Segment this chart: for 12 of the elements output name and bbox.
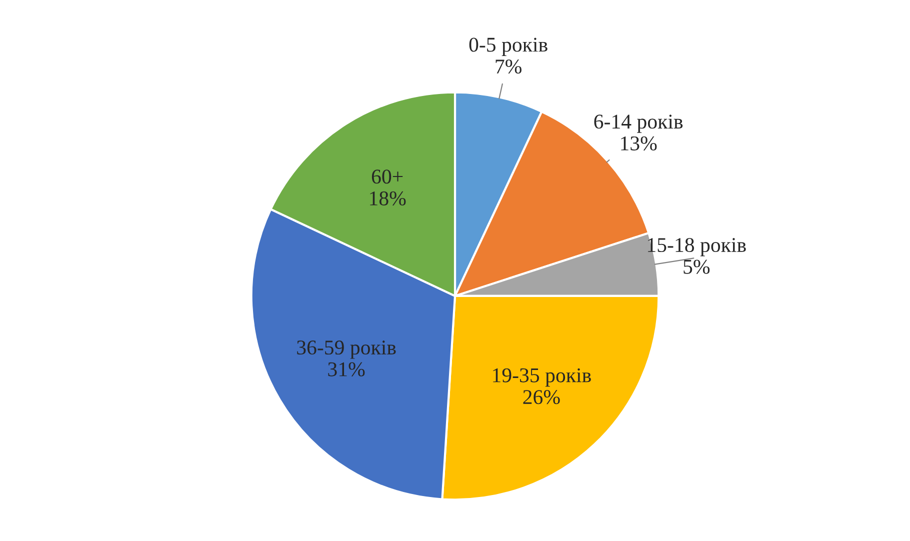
slice-label: 36-59 років <box>297 340 396 359</box>
slice-label: 6-14 років <box>594 114 683 133</box>
data-label: 13% <box>621 136 657 151</box>
data-label: 18% <box>370 191 406 206</box>
data-label: 5% <box>684 260 710 274</box>
slice-label: 19-35 років <box>493 368 591 387</box>
slice-label: 15-18 років <box>648 238 746 256</box>
data-label: 7% <box>496 59 522 74</box>
slice-label: 0-5 років <box>469 38 548 56</box>
data-label: 31% <box>328 362 365 376</box>
data-label: 26% <box>523 390 560 404</box>
slice-label: 60+ <box>372 170 403 184</box>
